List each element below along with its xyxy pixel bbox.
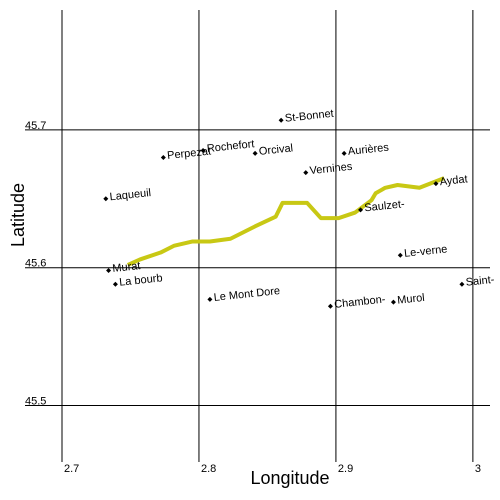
point-label: Murat bbox=[112, 260, 141, 275]
point bbox=[112, 281, 118, 287]
point bbox=[303, 170, 309, 176]
point-label: St-Bonnet bbox=[284, 108, 334, 125]
point-label: Aydat bbox=[439, 173, 468, 188]
point bbox=[358, 207, 364, 213]
point-label: Le Mont Dore bbox=[213, 285, 281, 304]
point bbox=[207, 296, 213, 302]
point bbox=[200, 148, 206, 154]
point-label: Chambon- bbox=[334, 293, 387, 310]
point bbox=[397, 252, 403, 258]
point bbox=[160, 154, 166, 160]
point bbox=[103, 196, 109, 202]
point-label: Saulzet- bbox=[364, 198, 406, 214]
y-tick-label: 45.6 bbox=[25, 258, 46, 270]
x-tick-label: 3 bbox=[475, 463, 481, 475]
point-label: Laqueuil bbox=[109, 187, 152, 203]
y-axis-title: Latitude bbox=[8, 183, 28, 247]
x-axis-title: Longitude bbox=[250, 468, 329, 488]
point bbox=[433, 181, 439, 187]
point-label: Vernines bbox=[309, 161, 353, 177]
point-label: Orcival bbox=[258, 142, 293, 158]
track-line bbox=[126, 176, 445, 267]
point-label: Saint- bbox=[465, 274, 495, 289]
point-label: Rochefort bbox=[206, 138, 255, 155]
x-tick-label: 2.9 bbox=[338, 463, 353, 475]
point bbox=[341, 150, 347, 156]
point-label: Murol bbox=[397, 292, 426, 307]
point-label: La bourb bbox=[119, 272, 163, 288]
y-tick-label: 45.5 bbox=[25, 396, 46, 408]
point bbox=[327, 303, 333, 309]
point-label: Aurières bbox=[347, 142, 389, 158]
point bbox=[252, 150, 258, 156]
point bbox=[106, 267, 112, 273]
point-label: Le-verne bbox=[404, 243, 448, 259]
point-label: Perpezat bbox=[167, 145, 212, 162]
point bbox=[278, 117, 284, 123]
x-tick-label: 2.8 bbox=[201, 463, 216, 475]
point bbox=[390, 299, 396, 305]
point bbox=[459, 281, 465, 287]
x-tick-label: 2.7 bbox=[64, 463, 79, 475]
y-tick-label: 45.7 bbox=[25, 120, 46, 132]
